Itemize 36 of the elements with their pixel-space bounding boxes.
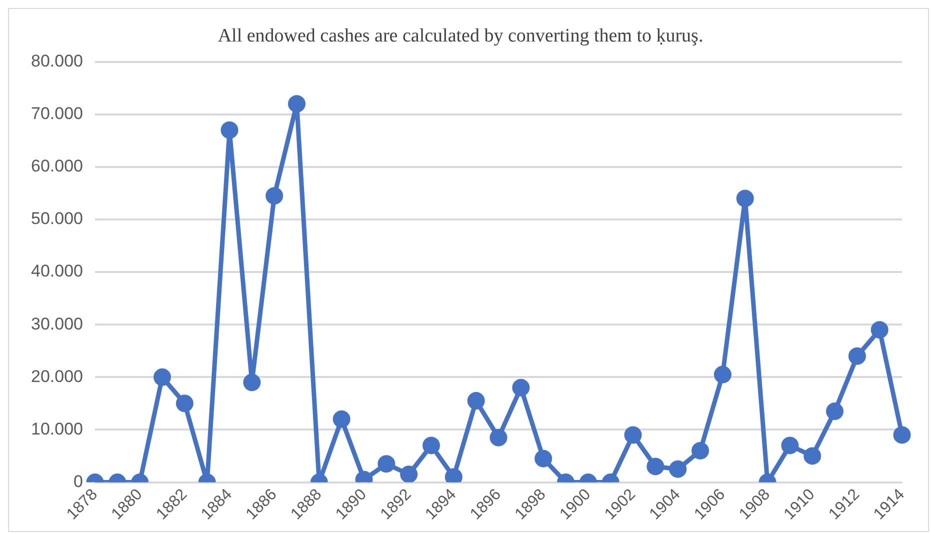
point bbox=[646, 458, 664, 476]
y-tick-label: 80.000 bbox=[30, 51, 83, 70]
point bbox=[534, 450, 552, 468]
point bbox=[692, 442, 709, 460]
y-tick-label: 0 bbox=[74, 472, 83, 491]
y-tick-label: 20.000 bbox=[30, 366, 83, 386]
y-tick-label: 40.000 bbox=[30, 262, 83, 281]
point bbox=[848, 347, 866, 365]
point bbox=[422, 436, 440, 454]
point bbox=[669, 460, 687, 478]
point bbox=[804, 447, 822, 465]
point bbox=[176, 394, 194, 412]
point bbox=[781, 436, 799, 454]
point bbox=[826, 402, 844, 420]
point bbox=[243, 374, 261, 392]
point bbox=[714, 366, 732, 384]
point bbox=[153, 368, 171, 386]
point bbox=[220, 121, 238, 139]
point bbox=[266, 187, 284, 205]
y-tick-label: 10.000 bbox=[30, 419, 83, 438]
point bbox=[332, 410, 350, 428]
point bbox=[378, 455, 396, 473]
point bbox=[512, 378, 530, 396]
point bbox=[400, 466, 418, 482]
point bbox=[288, 95, 306, 113]
point bbox=[870, 321, 888, 339]
point bbox=[624, 426, 642, 444]
y-tick-label: 30.000 bbox=[30, 314, 83, 334]
y-tick-label: 50.000 bbox=[30, 209, 83, 228]
point bbox=[893, 426, 911, 444]
y-tick-label: 60.000 bbox=[30, 156, 83, 176]
point bbox=[736, 190, 754, 208]
chart-title: All endowed cashes are calculated by converting them to ḳuruş. bbox=[218, 25, 704, 46]
point bbox=[467, 392, 485, 410]
point bbox=[490, 428, 508, 446]
y-tick-label: 70.000 bbox=[30, 104, 83, 124]
